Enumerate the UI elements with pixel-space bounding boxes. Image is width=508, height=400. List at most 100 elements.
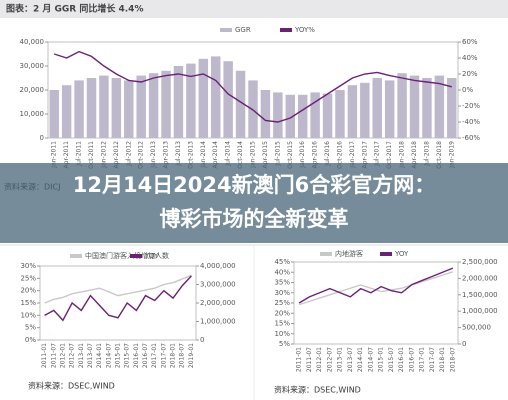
bar <box>198 58 209 138</box>
x-tick-label: Jan-2013 <box>150 141 157 169</box>
bar <box>136 75 146 138</box>
x-tick-label: 2018-01 <box>439 347 446 372</box>
y-tick-label: 45% <box>274 258 290 266</box>
x-tick-label: Oct-2011 <box>88 141 95 169</box>
line <box>53 50 452 123</box>
y-tick-label: 30% <box>20 262 36 270</box>
y-tick-label: 20,000 <box>20 86 45 94</box>
x-tick-label: 2011-07 <box>50 343 57 368</box>
x-tick-label: 2014-07 <box>367 347 374 372</box>
x-tick-label: Apr-2013 <box>163 141 170 169</box>
legend-swatch <box>280 28 292 32</box>
legend-swatch <box>320 252 332 256</box>
title-bar <box>0 0 508 18</box>
x-tick-label: 2013-01 <box>337 347 344 372</box>
bar <box>384 80 395 138</box>
y-tick-label: 25% <box>20 274 36 282</box>
y2-tick-label: 500,000 <box>462 324 491 332</box>
x-tick-label: 2016-07 <box>142 343 149 368</box>
x-tick-label: Jul-2018 <box>423 141 430 167</box>
y2-tick-label: -60% <box>462 134 480 142</box>
bar <box>297 94 308 138</box>
y2-tick-label: 0 <box>200 336 204 344</box>
x-tick-label: 2011-01 <box>41 343 48 368</box>
x-tick-label: Apr-2014 <box>212 141 219 169</box>
x-tick-label: 2011-01 <box>296 347 303 372</box>
x-tick-label: Jan-2015 <box>250 141 257 169</box>
y-tick-label: 10% <box>20 311 36 319</box>
y-tick-label: 15% <box>274 320 290 328</box>
bar <box>372 78 382 138</box>
bar <box>74 80 84 138</box>
y2-tick-label: 0% <box>462 86 473 94</box>
x-tick-label: 2017-07 <box>429 347 436 372</box>
x-tick-label: Oct-2015 <box>287 141 294 169</box>
x-tick-label: 2013-07 <box>87 343 94 368</box>
x-tick-label: 2012-01 <box>59 343 66 368</box>
legend-label: YOY <box>394 250 409 258</box>
y-tick-label: 40% <box>274 268 290 276</box>
bar <box>310 92 320 138</box>
x-tick-label: Jan-2016 <box>299 141 306 169</box>
x-tick-label: 2016-01 <box>398 347 405 372</box>
y2-tick-label: 1,000,000 <box>200 318 236 326</box>
overlay-title: 12月14日2024新澳门6合彩官方网： <box>73 173 436 197</box>
bar <box>86 78 97 138</box>
y-tick-label: 15% <box>20 299 36 307</box>
bar <box>409 75 420 138</box>
x-tick-label: Jan-2018 <box>399 141 406 169</box>
x-tick-label: Jul-2015 <box>274 141 281 167</box>
legend-swatch <box>130 254 142 258</box>
y2-tick-label: 3,000,000 <box>200 281 236 289</box>
x-tick-label: Jul-2014 <box>225 141 232 167</box>
legend-swatch <box>380 252 392 256</box>
x-tick-label: 2012-07 <box>326 347 333 372</box>
x-tick-label: Jan-2012 <box>100 141 107 169</box>
bar <box>49 90 59 138</box>
y-tick-label: 20% <box>20 287 36 295</box>
x-tick-label: 2014-01 <box>96 343 103 368</box>
bar <box>186 63 196 138</box>
legend-swatch <box>70 254 82 258</box>
bar <box>260 90 271 138</box>
source: 资料来源：DSEC,WIND <box>274 385 361 395</box>
x-tick-label: Apr-2012 <box>113 141 120 169</box>
y2-tick-label: 2,500,000 <box>462 258 498 266</box>
legend-label: 内地游客 <box>335 249 363 258</box>
bar <box>99 75 109 138</box>
y-tick-label: 0 <box>40 134 44 142</box>
x-tick-label: 2013-01 <box>78 343 85 368</box>
x-tick-label: 2014-01 <box>357 347 364 372</box>
y-tick-label: 30% <box>274 289 290 297</box>
y2-tick-label: 0 <box>462 340 466 348</box>
x-tick-label: Apr-2018 <box>411 141 418 169</box>
legend-label: YOY% <box>294 26 315 34</box>
bar <box>211 56 221 138</box>
x-tick-label: 2015-07 <box>124 343 131 368</box>
y-tick-label: 10,000 <box>20 110 45 118</box>
x-tick-label: Jan-2019 <box>448 141 455 169</box>
y-tick-label: 10% <box>274 330 290 338</box>
bar <box>235 70 246 138</box>
source: 资料来源：DSEC,WIND <box>28 381 115 391</box>
y-tick-label: 30,000 <box>20 62 45 70</box>
x-tick-label: Jan-2011 <box>51 141 58 169</box>
x-tick-label: 2015-01 <box>378 347 385 372</box>
bar <box>173 66 184 138</box>
x-tick-label: 2017-01 <box>419 347 426 372</box>
y2-tick-label: 20% <box>462 70 478 78</box>
legend-label: YOY <box>144 252 159 260</box>
y-tick-label: 35% <box>274 279 290 287</box>
x-tick-label: 2015-07 <box>388 347 395 372</box>
bar <box>447 78 457 138</box>
overlay-band <box>0 163 508 243</box>
bar <box>124 80 134 138</box>
chart-title: 图表：2 月 GGR 同比增长 4.4% <box>6 3 143 15</box>
x-tick-label: Oct-2012 <box>138 141 145 169</box>
y2-tick-label: 4,000,000 <box>200 262 236 270</box>
bar <box>360 82 370 138</box>
y2-tick-label: 40% <box>462 54 478 62</box>
x-tick-label: 2015-01 <box>115 343 122 368</box>
line <box>44 274 192 304</box>
